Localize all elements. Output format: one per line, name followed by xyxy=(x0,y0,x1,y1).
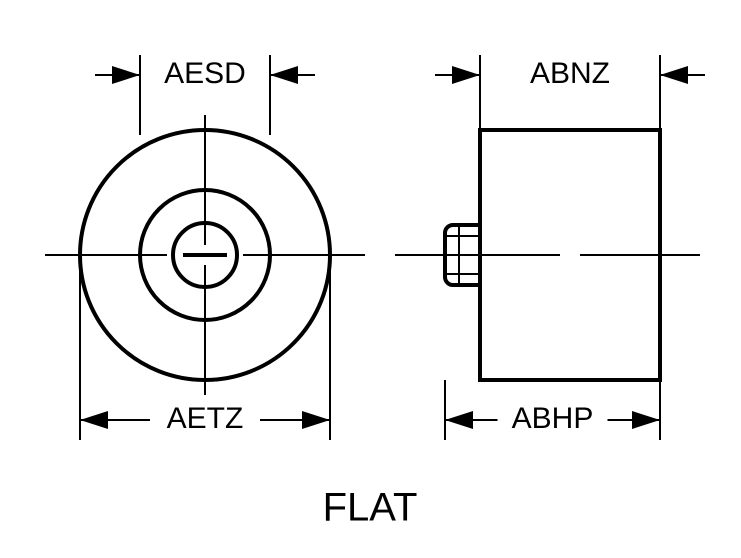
drawing-title: FLAT xyxy=(323,486,418,530)
front-view xyxy=(45,115,365,395)
dim-label-aetz: AETZ xyxy=(167,402,244,435)
dim-label-abnz: ABNZ xyxy=(530,57,610,90)
dim-label-aesd: AESD xyxy=(164,57,246,90)
dim-label-abhp: ABHP xyxy=(512,402,594,435)
side-view xyxy=(395,130,700,380)
